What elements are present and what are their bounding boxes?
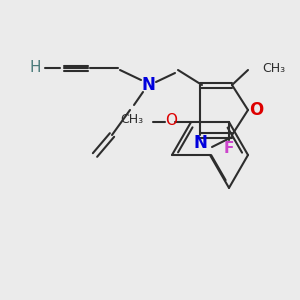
Text: CH₃: CH₃ [120,112,143,126]
Text: CH₃: CH₃ [262,61,285,74]
Text: N: N [193,134,207,152]
Text: N: N [141,76,155,94]
Text: O: O [165,112,177,128]
Text: F: F [224,141,234,156]
Text: O: O [249,101,263,119]
Text: H: H [29,61,41,76]
